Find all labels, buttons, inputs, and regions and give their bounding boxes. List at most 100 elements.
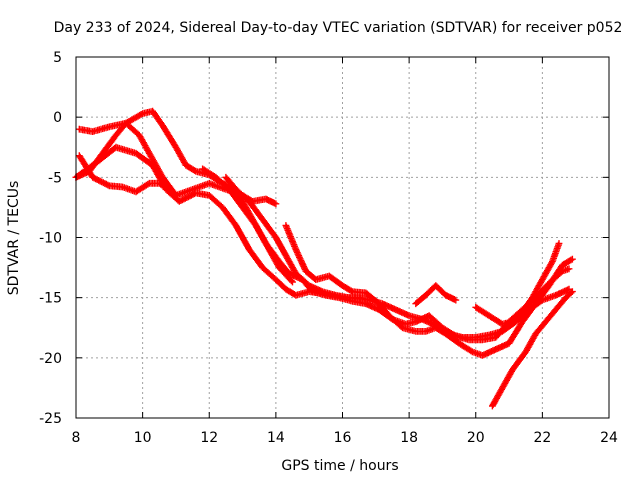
data-point: [475, 306, 477, 308]
data-point: [175, 146, 177, 148]
x-tick-label: 24: [600, 430, 618, 446]
data-point: [275, 279, 277, 281]
data-point: [228, 188, 230, 190]
data-point: [358, 297, 360, 299]
data-point: [435, 327, 437, 329]
data-point: [252, 200, 254, 202]
data-point: [565, 297, 567, 299]
data-point: [235, 188, 237, 190]
data-point: [125, 122, 127, 124]
data-point: [425, 330, 427, 332]
data-point: [248, 249, 250, 251]
data-point: [481, 354, 483, 356]
data-point: [365, 292, 367, 294]
data-point: [222, 206, 224, 208]
data-point: [338, 297, 340, 299]
data-point: [378, 309, 380, 311]
series-track-4: [72, 143, 573, 341]
y-tick-label: -25: [39, 411, 62, 427]
data-point: [92, 176, 94, 178]
data-point: [511, 321, 513, 323]
data-point: [521, 321, 523, 323]
data-point: [351, 300, 353, 302]
data-point: [388, 315, 390, 317]
series-markers: [72, 143, 573, 341]
x-tick-label: 20: [467, 430, 485, 446]
data-point: [302, 279, 304, 281]
y-tick-label: -5: [48, 170, 62, 186]
data-point: [165, 188, 167, 190]
data-point: [415, 330, 417, 332]
data-point: [315, 279, 317, 281]
data-point: [225, 176, 227, 178]
data-point: [285, 288, 287, 290]
x-axis-label: GPS time / hours: [281, 458, 398, 474]
data-point: [265, 243, 267, 245]
data-point: [312, 291, 314, 293]
data-point: [265, 198, 267, 200]
data-point: [445, 294, 447, 296]
data-point: [428, 315, 430, 317]
data-point: [541, 279, 543, 281]
data-point: [378, 303, 380, 305]
data-point: [195, 170, 197, 172]
y-tick-label: 0: [53, 110, 62, 126]
data-series: [72, 107, 576, 410]
data-point: [235, 224, 237, 226]
data-point: [135, 152, 137, 154]
data-point: [162, 125, 164, 127]
data-point: [185, 164, 187, 166]
data-point: [275, 237, 277, 238]
data-point: [555, 309, 557, 311]
data-point: [545, 321, 547, 323]
series-track-10: [489, 288, 576, 410]
data-point: [135, 191, 137, 193]
data-point: [481, 339, 483, 341]
data-point: [195, 192, 197, 194]
data-point: [148, 182, 150, 184]
data-point: [275, 203, 277, 205]
x-tick-label: 22: [533, 430, 551, 446]
data-point: [425, 294, 427, 296]
data-point: [525, 351, 527, 353]
data-point: [471, 351, 473, 353]
y-tick-label: -15: [39, 291, 62, 307]
data-point: [138, 134, 140, 136]
x-tick-label: 10: [134, 430, 152, 446]
data-point: [92, 131, 94, 133]
x-tick-label: 8: [72, 430, 81, 446]
data-point: [278, 261, 280, 263]
data-point: [192, 188, 194, 190]
data-point: [501, 387, 503, 389]
x-tick-label: 12: [200, 430, 218, 446]
x-tick-label: 18: [400, 430, 418, 446]
data-point: [255, 224, 257, 226]
data-point: [458, 342, 460, 344]
data-point: [295, 249, 297, 251]
data-point: [558, 243, 560, 245]
data-point: [508, 342, 510, 344]
data-point: [568, 288, 570, 290]
data-point: [95, 162, 97, 164]
data-point: [178, 200, 180, 202]
data-point: [531, 297, 533, 299]
y-tick-label: -10: [39, 231, 62, 247]
data-point: [488, 315, 490, 317]
chart-title: Day 233 of 2024, Sidereal Day-to-day VTE…: [54, 20, 623, 36]
data-point: [495, 348, 497, 350]
data-point: [415, 303, 417, 305]
data-point: [535, 303, 537, 305]
data-point: [455, 299, 457, 301]
data-point: [295, 294, 297, 296]
data-point: [208, 182, 210, 184]
data-point: [501, 323, 503, 325]
data-point: [285, 255, 287, 257]
data-point: [325, 294, 327, 296]
data-point: [262, 267, 264, 269]
data-point: [551, 261, 553, 263]
data-point: [122, 186, 124, 188]
data-point: [365, 303, 367, 305]
data-point: [285, 224, 287, 226]
data-point: [115, 146, 117, 148]
